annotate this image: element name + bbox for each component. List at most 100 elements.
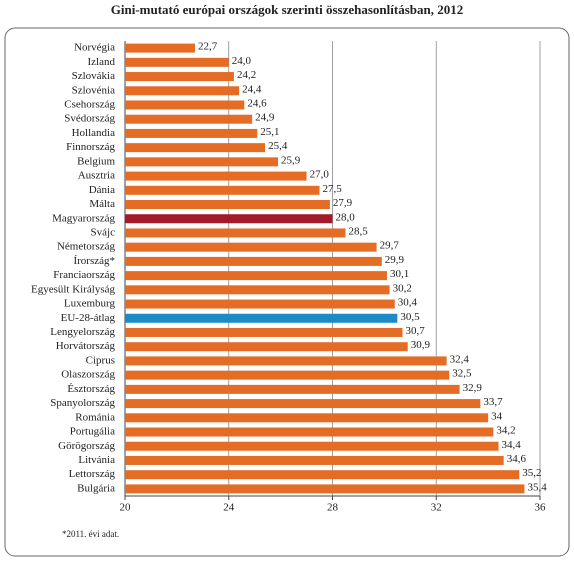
bar xyxy=(125,356,447,366)
x-tick-label: 36 xyxy=(535,502,547,514)
value-label: 34,6 xyxy=(507,453,527,465)
y-tick-label: EU-28-átlag xyxy=(61,312,116,324)
value-label: 27,9 xyxy=(333,197,353,209)
x-tick-label: 28 xyxy=(327,502,339,514)
y-tick-label: Spanyolország xyxy=(50,397,115,409)
bar xyxy=(125,299,395,309)
value-label: 32,4 xyxy=(450,353,470,365)
y-tick-label: Belgium xyxy=(77,155,115,167)
x-tick-label: 20 xyxy=(120,502,132,514)
y-tick-label: Szlovénia xyxy=(72,84,115,96)
y-tick-label: Izland xyxy=(88,56,116,68)
bar xyxy=(125,271,387,281)
value-label: 27,5 xyxy=(323,183,343,195)
value-label: 34,4 xyxy=(502,439,522,451)
footnote: *2011. évi adat. xyxy=(62,529,119,539)
value-label: 32,9 xyxy=(463,382,483,394)
value-label: 25,9 xyxy=(281,154,301,166)
bar xyxy=(125,171,307,181)
y-tick-label: Ausztria xyxy=(78,170,115,182)
y-tick-label: Finnország xyxy=(66,141,115,153)
value-label: 24,4 xyxy=(242,83,262,95)
value-label: 24,2 xyxy=(237,69,256,81)
value-label: 35,4 xyxy=(527,481,547,493)
value-label: 33,7 xyxy=(483,396,503,408)
y-tick-label: Németország xyxy=(57,241,116,253)
value-label: 35,2 xyxy=(522,467,541,479)
bar xyxy=(125,157,279,167)
y-tick-label: Horvátország xyxy=(56,340,116,352)
bar xyxy=(125,86,240,96)
value-label: 25,4 xyxy=(268,140,288,152)
bar xyxy=(125,470,520,480)
bar xyxy=(125,313,398,323)
value-label: 30,9 xyxy=(411,339,431,351)
bar xyxy=(125,384,460,394)
bar xyxy=(125,399,481,409)
y-tick-label: Csehország xyxy=(64,99,115,111)
y-tick-label: Görögország xyxy=(58,440,115,452)
bar xyxy=(125,441,499,451)
value-label: 30,7 xyxy=(406,325,426,337)
x-tick-label: 32 xyxy=(431,502,442,514)
value-label: 30,1 xyxy=(390,268,409,280)
bar xyxy=(125,114,253,124)
y-tick-label: Bulgária xyxy=(77,482,115,494)
bar xyxy=(125,128,258,138)
bar xyxy=(125,43,196,53)
y-tick-label: Románia xyxy=(75,411,115,423)
bar xyxy=(125,370,450,380)
value-label: 30,4 xyxy=(398,297,418,309)
x-tick-label: 24 xyxy=(223,502,235,514)
value-label: 30,2 xyxy=(393,282,412,294)
bar xyxy=(125,484,525,494)
value-label: 34,2 xyxy=(496,425,515,437)
value-label: 29,9 xyxy=(385,254,405,266)
bar xyxy=(125,57,229,67)
value-label: 28,5 xyxy=(348,225,368,237)
y-tick-label: Egyesült Királyság xyxy=(31,283,116,295)
bar xyxy=(125,285,390,295)
value-label: 29,7 xyxy=(380,240,400,252)
y-tick-label: Ciprus xyxy=(86,354,115,366)
bar xyxy=(125,214,333,224)
bar xyxy=(125,143,266,153)
bar xyxy=(125,427,494,437)
y-tick-label: Luxemburg xyxy=(64,298,116,310)
value-label: 24,0 xyxy=(232,55,252,67)
bar xyxy=(125,413,489,423)
value-label: 27,0 xyxy=(310,169,330,181)
y-tick-label: Lettország xyxy=(69,468,116,480)
y-tick-label: Hollandia xyxy=(72,127,115,139)
y-tick-label: Magyarország xyxy=(52,212,115,224)
bar xyxy=(125,327,403,337)
y-tick-label: Olaszország xyxy=(61,369,115,381)
y-tick-label: Litvánia xyxy=(78,454,115,466)
y-tick-label: Lengyelország xyxy=(50,326,115,338)
value-label: 22,7 xyxy=(198,41,218,53)
y-tick-label: Portugália xyxy=(70,426,115,438)
y-tick-label: Dánia xyxy=(89,184,115,196)
bar xyxy=(125,72,234,82)
y-tick-label: Szlovákia xyxy=(72,70,115,82)
y-tick-label: Franciaország xyxy=(53,269,115,281)
value-label: 34 xyxy=(491,410,503,422)
value-label: 28,0 xyxy=(336,211,356,223)
bar xyxy=(125,242,377,252)
bar xyxy=(125,455,504,465)
bar xyxy=(125,185,320,195)
y-tick-label: Svédország xyxy=(64,113,115,125)
bar xyxy=(125,100,245,110)
value-label: 24,9 xyxy=(255,112,275,124)
y-tick-label: Írország* xyxy=(73,255,115,267)
chart-title: Gini-mutató európai országok szerinti ös… xyxy=(111,2,463,17)
value-label: 25,1 xyxy=(260,126,279,138)
bar xyxy=(125,342,408,352)
bar xyxy=(125,228,346,238)
frame xyxy=(4,27,570,557)
value-label: 30,5 xyxy=(400,311,420,323)
value-label: 24,6 xyxy=(247,98,267,110)
y-tick-label: Svájc xyxy=(91,226,116,238)
y-tick-label: Észtország xyxy=(67,383,115,395)
